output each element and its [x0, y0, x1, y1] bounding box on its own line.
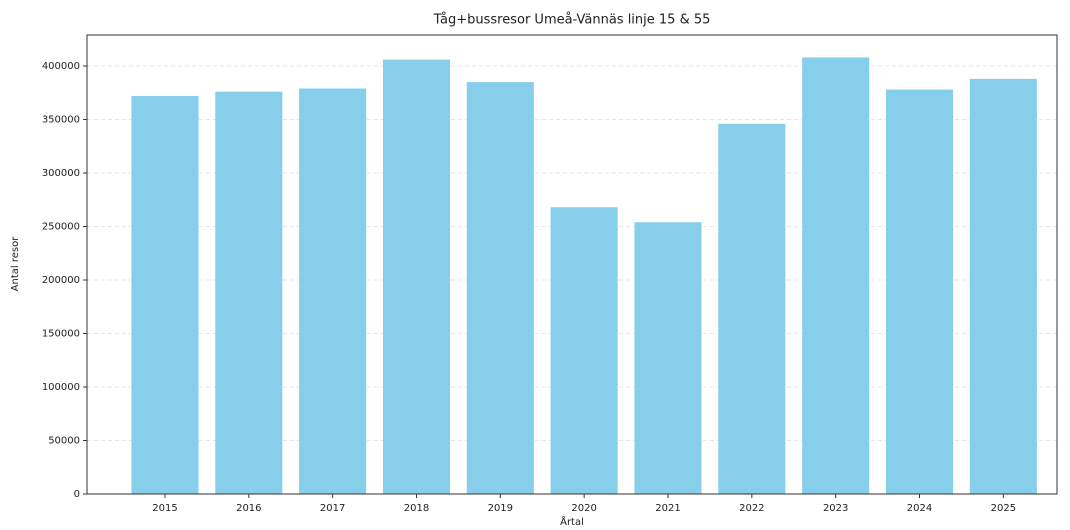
- bar: [382, 59, 451, 494]
- x-tick-label: 2015: [152, 503, 177, 514]
- x-tick-label: 2016: [236, 503, 261, 514]
- x-axis-label: Årtal: [560, 515, 584, 528]
- x-tick-label: 2021: [655, 503, 680, 514]
- x-tick-label: 2019: [488, 503, 513, 514]
- bar: [885, 89, 954, 494]
- x-tick-label: 2023: [823, 503, 848, 514]
- y-tick-label: 50000: [48, 436, 80, 447]
- bar: [969, 78, 1037, 495]
- bar: [550, 207, 618, 495]
- bar: [718, 123, 786, 494]
- y-tick-label: 300000: [42, 168, 80, 179]
- x-tick-label: 2018: [404, 503, 429, 514]
- chart-title: Tåg+bussresor Umeå-Vännäs linje 15 & 55: [433, 13, 711, 28]
- plot-frame: [86, 34, 1058, 495]
- bar: [299, 88, 367, 494]
- x-tick-label: 2024: [907, 503, 932, 514]
- bar: [802, 57, 870, 494]
- x-tick-label: 2020: [571, 503, 596, 514]
- x-tick-label: 2022: [739, 503, 764, 514]
- y-tick-label: 250000: [42, 222, 80, 233]
- y-axis-label: Antal resor: [10, 236, 21, 292]
- y-tick-label: 0: [74, 489, 80, 500]
- y-tick-label: 100000: [42, 382, 80, 393]
- y-tick-label: 400000: [42, 61, 80, 72]
- x-tick-label: 2025: [991, 503, 1016, 514]
- y-tick-label: 200000: [42, 275, 80, 286]
- x-tick-label: 2017: [320, 503, 345, 514]
- bar: [466, 82, 534, 495]
- y-tick-label: 350000: [42, 115, 80, 126]
- bar: [634, 222, 702, 494]
- bar: [215, 91, 283, 494]
- y-tick-label: 150000: [42, 329, 80, 340]
- bar: [131, 95, 199, 494]
